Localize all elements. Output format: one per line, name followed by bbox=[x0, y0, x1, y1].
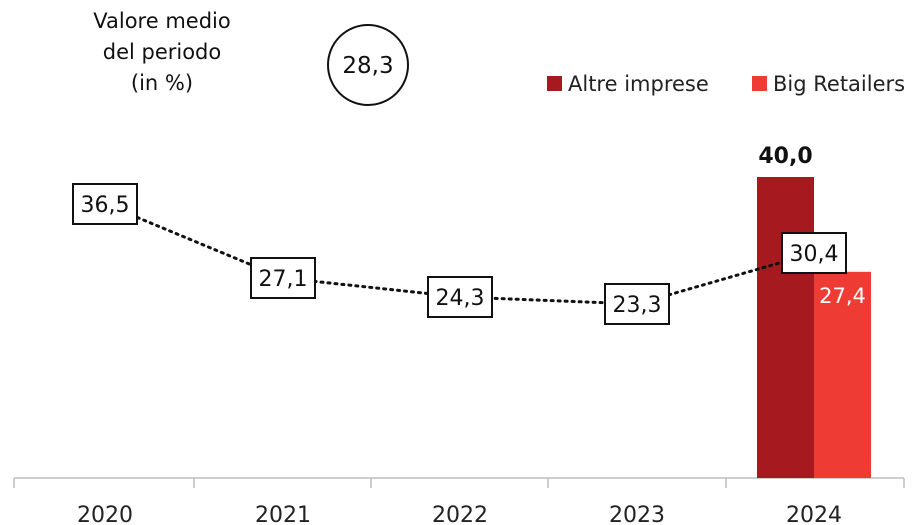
average-note-line-2: del periodo bbox=[102, 40, 222, 64]
average-value: 28,3 bbox=[342, 53, 393, 79]
line-series: 36,5 27,1 24,3 23,3 30,4 bbox=[72, 183, 847, 325]
line-point-label: 30,4 bbox=[781, 232, 847, 274]
bar-label-big-retailers: 27,4 bbox=[819, 284, 866, 308]
line-point-value: 30,4 bbox=[790, 242, 839, 267]
average-note-line-3: (in %) bbox=[130, 71, 194, 95]
line-point-box bbox=[781, 232, 847, 274]
bars: 40,0 27,4 bbox=[757, 144, 871, 478]
x-tick-label: 2024 bbox=[786, 503, 842, 525]
line-point-value: 27,1 bbox=[259, 267, 308, 292]
line-point-value: 23,3 bbox=[613, 293, 662, 318]
line-point-value: 24,3 bbox=[436, 286, 485, 311]
line-point-value: 36,5 bbox=[81, 193, 130, 218]
line-point-box bbox=[604, 283, 670, 325]
line-point-label: 23,3 bbox=[604, 283, 670, 325]
legend-label: Big Retailers bbox=[773, 72, 905, 96]
average-note: Valore medio del periodo (in %) bbox=[62, 6, 262, 99]
line-point-label: 36,5 bbox=[72, 183, 138, 225]
line-point-box bbox=[250, 257, 316, 299]
average-note-line-1: Valore medio bbox=[93, 9, 231, 33]
x-tick-label: 2023 bbox=[609, 503, 665, 525]
line-point-box bbox=[427, 276, 493, 318]
line-point-box bbox=[72, 183, 138, 225]
legend-swatch bbox=[547, 76, 562, 91]
average-circle bbox=[327, 24, 409, 106]
x-tick-label: 2022 bbox=[432, 503, 488, 525]
x-tick-label: 2021 bbox=[255, 503, 311, 525]
legend: Altre imprese Big Retailers bbox=[547, 72, 905, 96]
legend-swatch bbox=[752, 76, 767, 91]
x-axis: 2020 2021 2022 2023 2024 bbox=[13, 477, 905, 525]
line-point-label: 24,3 bbox=[427, 276, 493, 318]
bar-altre-imprese bbox=[757, 177, 814, 478]
line-point-label: 27,1 bbox=[250, 257, 316, 299]
bar-label-altre-imprese: 40,0 bbox=[758, 144, 812, 169]
legend-label: Altre imprese bbox=[568, 72, 709, 96]
bar-big-retailers bbox=[814, 271, 871, 478]
x-tick-label: 2020 bbox=[77, 503, 133, 525]
